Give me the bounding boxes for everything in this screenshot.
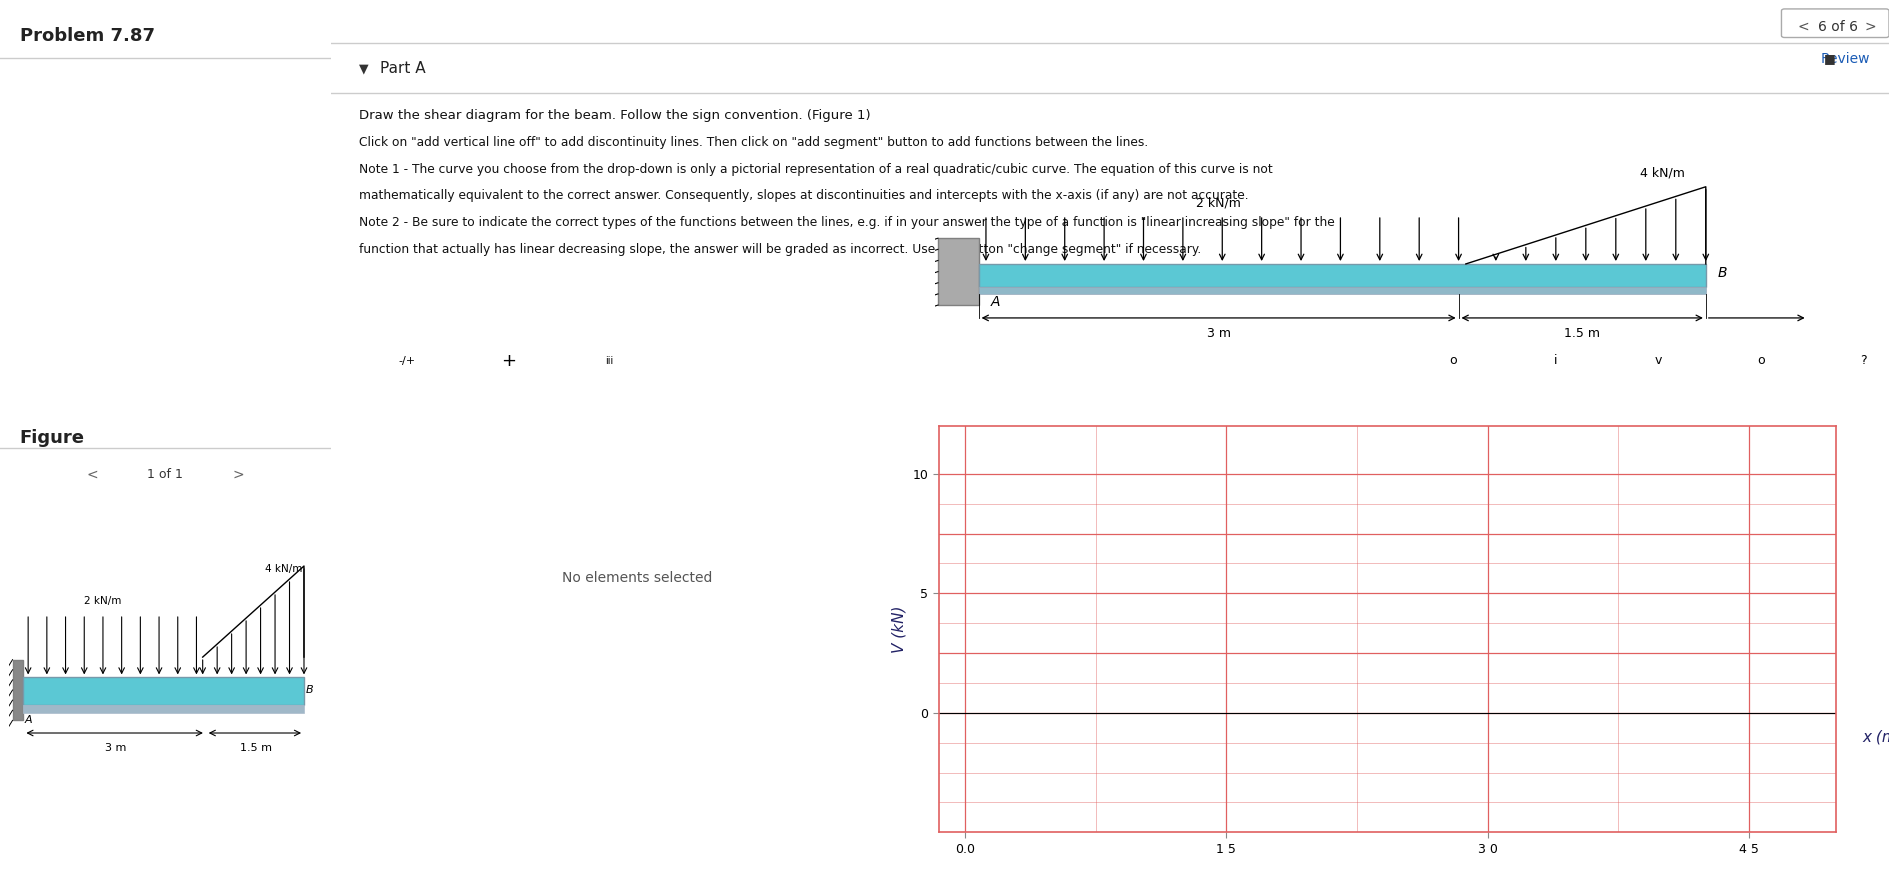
Text: 2 kN/m: 2 kN/m (85, 597, 121, 606)
Text: o: o (1757, 355, 1764, 367)
Text: B: B (1717, 266, 1727, 280)
Text: <: < (1798, 20, 1810, 34)
Text: >: > (1864, 20, 1876, 34)
Circle shape (1513, 346, 1598, 376)
Circle shape (1615, 346, 1700, 376)
Text: -/+: -/+ (399, 355, 416, 366)
Text: o: o (1449, 355, 1456, 367)
Text: ?: ? (1861, 355, 1866, 367)
Text: 1.5 m: 1.5 m (1564, 327, 1600, 339)
Bar (939, 238, 979, 305)
Circle shape (459, 343, 557, 379)
Text: A: A (990, 295, 999, 309)
Text: 4 kN/m: 4 kN/m (1640, 166, 1685, 179)
FancyBboxPatch shape (1781, 9, 1889, 38)
Text: Note 2 - Be sure to indicate the correct types of the functions between the line: Note 2 - Be sure to indicate the correct… (359, 216, 1334, 230)
Text: i: i (1553, 355, 1557, 367)
Text: 1 of 1: 1 of 1 (147, 468, 183, 481)
Text: Note 1 - The curve you choose from the drop-down is only a pictorial representat: Note 1 - The curve you choose from the d… (359, 163, 1273, 176)
Text: B: B (306, 685, 314, 695)
Text: Click on "add vertical line off" to add discontinuity lines. Then click on "add : Click on "add vertical line off" to add … (359, 136, 1149, 149)
Text: ■: ■ (1825, 52, 1836, 65)
Text: Review: Review (1821, 52, 1870, 66)
Text: 4 kN/m: 4 kN/m (264, 563, 302, 573)
Text: +: + (501, 352, 516, 370)
Text: <: < (87, 468, 98, 482)
Text: 1.5 m: 1.5 m (240, 743, 272, 753)
Text: Figure: Figure (19, 429, 85, 446)
Text: ▼: ▼ (359, 63, 368, 76)
Bar (979, 264, 1706, 287)
Text: iii: iii (604, 355, 614, 366)
Text: No elements selected: No elements selected (563, 571, 712, 585)
Text: v: v (1655, 355, 1662, 367)
Text: Part A: Part A (380, 61, 427, 76)
Text: A: A (25, 715, 32, 725)
Text: 6 of 6: 6 of 6 (1817, 20, 1857, 34)
Bar (13, 660, 23, 721)
Bar (23, 705, 304, 713)
Text: x (m): x (m) (1863, 730, 1889, 744)
Circle shape (1719, 346, 1804, 376)
Circle shape (559, 343, 659, 379)
Text: mathematically equivalent to the correct answer. Consequently, slopes at discont: mathematically equivalent to the correct… (359, 189, 1249, 203)
Text: 2 kN/m: 2 kN/m (1196, 196, 1241, 210)
Bar (979, 287, 1706, 294)
Circle shape (357, 343, 457, 379)
Bar (23, 677, 304, 705)
Y-axis label: V (kN): V (kN) (892, 605, 907, 653)
Text: >: > (232, 468, 244, 482)
Text: Problem 7.87: Problem 7.87 (19, 27, 155, 45)
Circle shape (1411, 346, 1494, 376)
Circle shape (1821, 346, 1889, 376)
Text: function that actually has linear decreasing slope, the answer will be graded as: function that actually has linear decrea… (359, 243, 1201, 256)
Text: 3 m: 3 m (1207, 327, 1230, 339)
Text: 3 m: 3 m (104, 743, 127, 753)
Text: Draw the shear diagram for the beam. Follow the sign convention. (Figure 1): Draw the shear diagram for the beam. Fol… (359, 109, 871, 122)
